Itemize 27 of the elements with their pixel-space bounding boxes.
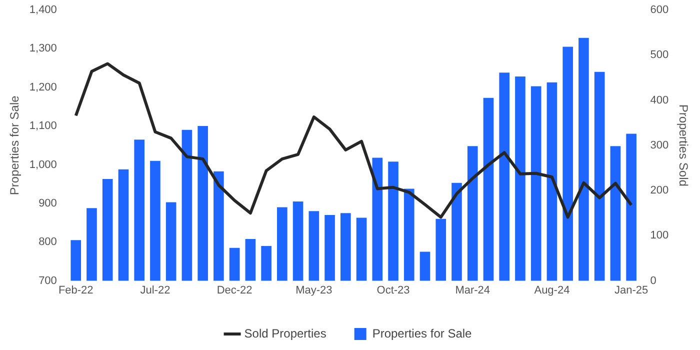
- x-tick-label: May-23: [296, 284, 332, 296]
- y-axis-title: Properties for Sale: [8, 95, 22, 196]
- legend-label: Properties for Sale: [372, 326, 472, 340]
- y2-axis-title: Properties Sold: [676, 104, 690, 186]
- y2-tick-label: 600: [650, 4, 669, 16]
- y2-tick-label: 200: [650, 184, 669, 197]
- x-tick-label: Aug-24: [534, 284, 570, 296]
- y-tick-label: 700: [38, 274, 57, 287]
- y2-tick-label: 300: [650, 139, 669, 152]
- y-tick-label: 1,000: [29, 158, 57, 171]
- x-tick-label: Jan-25: [614, 284, 648, 296]
- y-tick-label: 1,200: [29, 81, 57, 94]
- y2-tick-label: 0: [650, 274, 656, 287]
- x-tick-label: Feb-22: [58, 284, 94, 296]
- y2-tick-label: 100: [650, 230, 669, 242]
- y-tick-label: 900: [38, 197, 57, 210]
- y-tick-label: 1,400: [29, 4, 57, 16]
- y2-tick-label: 500: [650, 49, 669, 62]
- y-tick-label: 800: [38, 236, 57, 248]
- y2-tick-label: 400: [650, 94, 669, 106]
- y-tick-label: 1,100: [29, 120, 57, 132]
- legend-label: Sold Properties: [244, 326, 326, 340]
- x-tick-label: Mar-24: [455, 284, 490, 296]
- x-tick-label: Dec-22: [216, 284, 252, 296]
- x-tick-label: Oct-23: [376, 284, 410, 296]
- x-tick-label: Jul-22: [140, 284, 170, 296]
- y-tick-label: 1,300: [29, 42, 57, 55]
